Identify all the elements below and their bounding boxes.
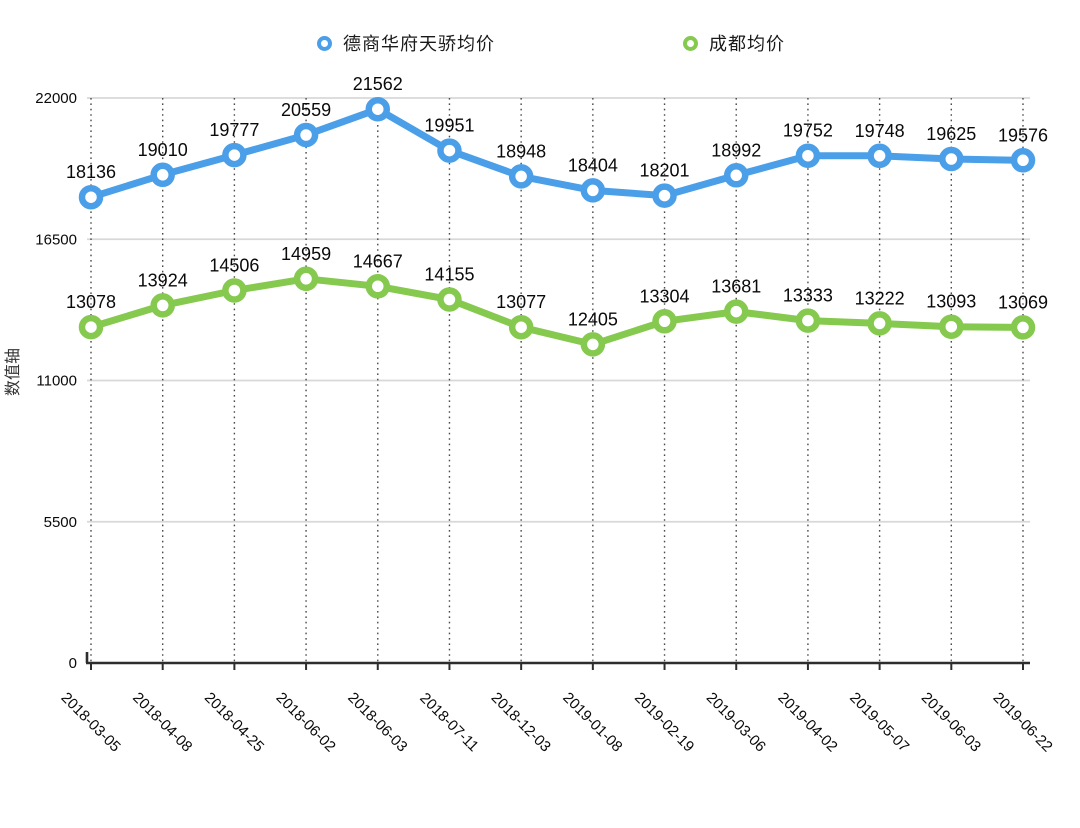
data-point-marker[interactable] [222,278,247,303]
data-point-value-label: 13333 [783,286,833,306]
data-point-marker[interactable] [150,293,175,318]
series1-legend-ring-icon [317,35,332,51]
data-point-marker[interactable] [723,299,749,324]
x-tick-label: 2019-04-02 [774,689,840,755]
data-point-value-label: 19625 [926,124,976,144]
data-point-marker[interactable] [365,274,391,299]
data-point-marker[interactable] [78,184,104,210]
data-point-marker[interactable] [150,162,175,188]
y-tick-label: 0 [69,655,77,672]
data-point-marker[interactable] [939,314,964,339]
data-point-value-label: 14506 [209,256,259,276]
data-point-value-label: 13078 [66,292,116,312]
x-tick-label: 2019-05-07 [846,689,912,755]
data-point-value-label: 18404 [568,155,618,175]
data-point-marker[interactable] [652,309,677,334]
data-point-marker[interactable] [222,142,247,168]
data-point-marker[interactable] [437,138,462,163]
data-point-value-label: 13093 [926,292,976,312]
legend-item-series1[interactable]: 德商华府天骄均价 [317,30,495,56]
data-point-value-label: 21562 [353,74,403,94]
data-point-marker[interactable] [293,122,319,148]
data-point-marker[interactable] [580,178,606,203]
x-tick-label: 2018-07-11 [416,690,481,755]
y-tick-label: 22000 [35,90,77,107]
data-point-marker[interactable] [1010,315,1036,340]
data-point-value-label: 19951 [424,116,474,136]
y-tick-label: 16500 [35,231,77,248]
data-point-marker[interactable] [437,287,462,312]
data-point-marker[interactable] [867,143,892,169]
data-point-value-label: 13304 [640,286,690,306]
series2-legend-label: 成都均价 [709,34,785,54]
data-point-marker[interactable] [939,146,964,172]
data-point-value-label: 13069 [998,292,1048,312]
data-point-marker[interactable] [867,311,892,336]
legend-item-series2[interactable]: 成都均价 [683,30,785,56]
data-point-value-label: 19576 [998,125,1048,145]
data-point-marker[interactable] [723,163,749,188]
x-tick-label: 2019-02-19 [631,689,697,755]
data-point-marker[interactable] [508,164,534,189]
data-point-marker[interactable] [795,308,821,333]
series1-legend-label: 德商华府天骄均价 [343,34,495,54]
data-point-value-label: 19752 [783,121,833,141]
data-point-marker[interactable] [293,266,319,292]
y-tick-label: 11000 [36,373,77,390]
data-point-marker[interactable] [795,143,821,168]
data-point-marker[interactable] [365,96,391,122]
y-tick-label: 5500 [44,514,77,531]
x-tick-label: 2018-04-25 [201,689,267,755]
y-axis-title: 数值轴 [4,348,22,396]
data-point-value-label: 18201 [640,161,690,181]
data-point-value-label: 19010 [138,140,188,160]
x-tick-label: 2018-12-03 [488,689,554,755]
data-point-value-label: 13924 [138,270,188,290]
x-tick-label: 2019-06-22 [990,689,1056,755]
x-tick-label: 2019-01-08 [559,689,625,755]
data-point-value-label: 14155 [424,265,474,285]
series2-legend-ring-icon [683,35,698,51]
x-tick-label: 2018-03-05 [58,689,124,755]
data-point-value-label: 12405 [568,309,618,329]
data-point-value-label: 13222 [855,288,905,308]
data-point-marker[interactable] [1010,148,1036,173]
data-point-value-label: 14959 [281,244,331,264]
data-point-value-label: 19777 [209,120,259,140]
x-tick-label: 2018-04-08 [129,689,195,755]
x-tick-label: 2018-06-02 [273,689,339,755]
data-point-value-label: 18992 [711,140,761,160]
x-tick-label: 2019-06-03 [918,689,984,755]
data-point-value-label: 20559 [281,100,331,120]
x-tick-label: 2019-03-06 [703,689,769,755]
data-point-marker[interactable] [78,314,104,340]
x-tick-label: 2018-06-03 [344,689,410,755]
data-point-marker[interactable] [508,314,534,340]
data-point-value-label: 13681 [711,277,761,297]
data-point-value-label: 19748 [855,121,905,141]
data-point-value-label: 14667 [353,251,403,271]
data-point-marker[interactable] [580,332,606,357]
data-point-value-label: 13077 [496,292,546,312]
data-point-marker[interactable] [652,183,677,208]
data-point-value-label: 18136 [66,162,116,182]
data-point-value-label: 18948 [496,141,546,161]
